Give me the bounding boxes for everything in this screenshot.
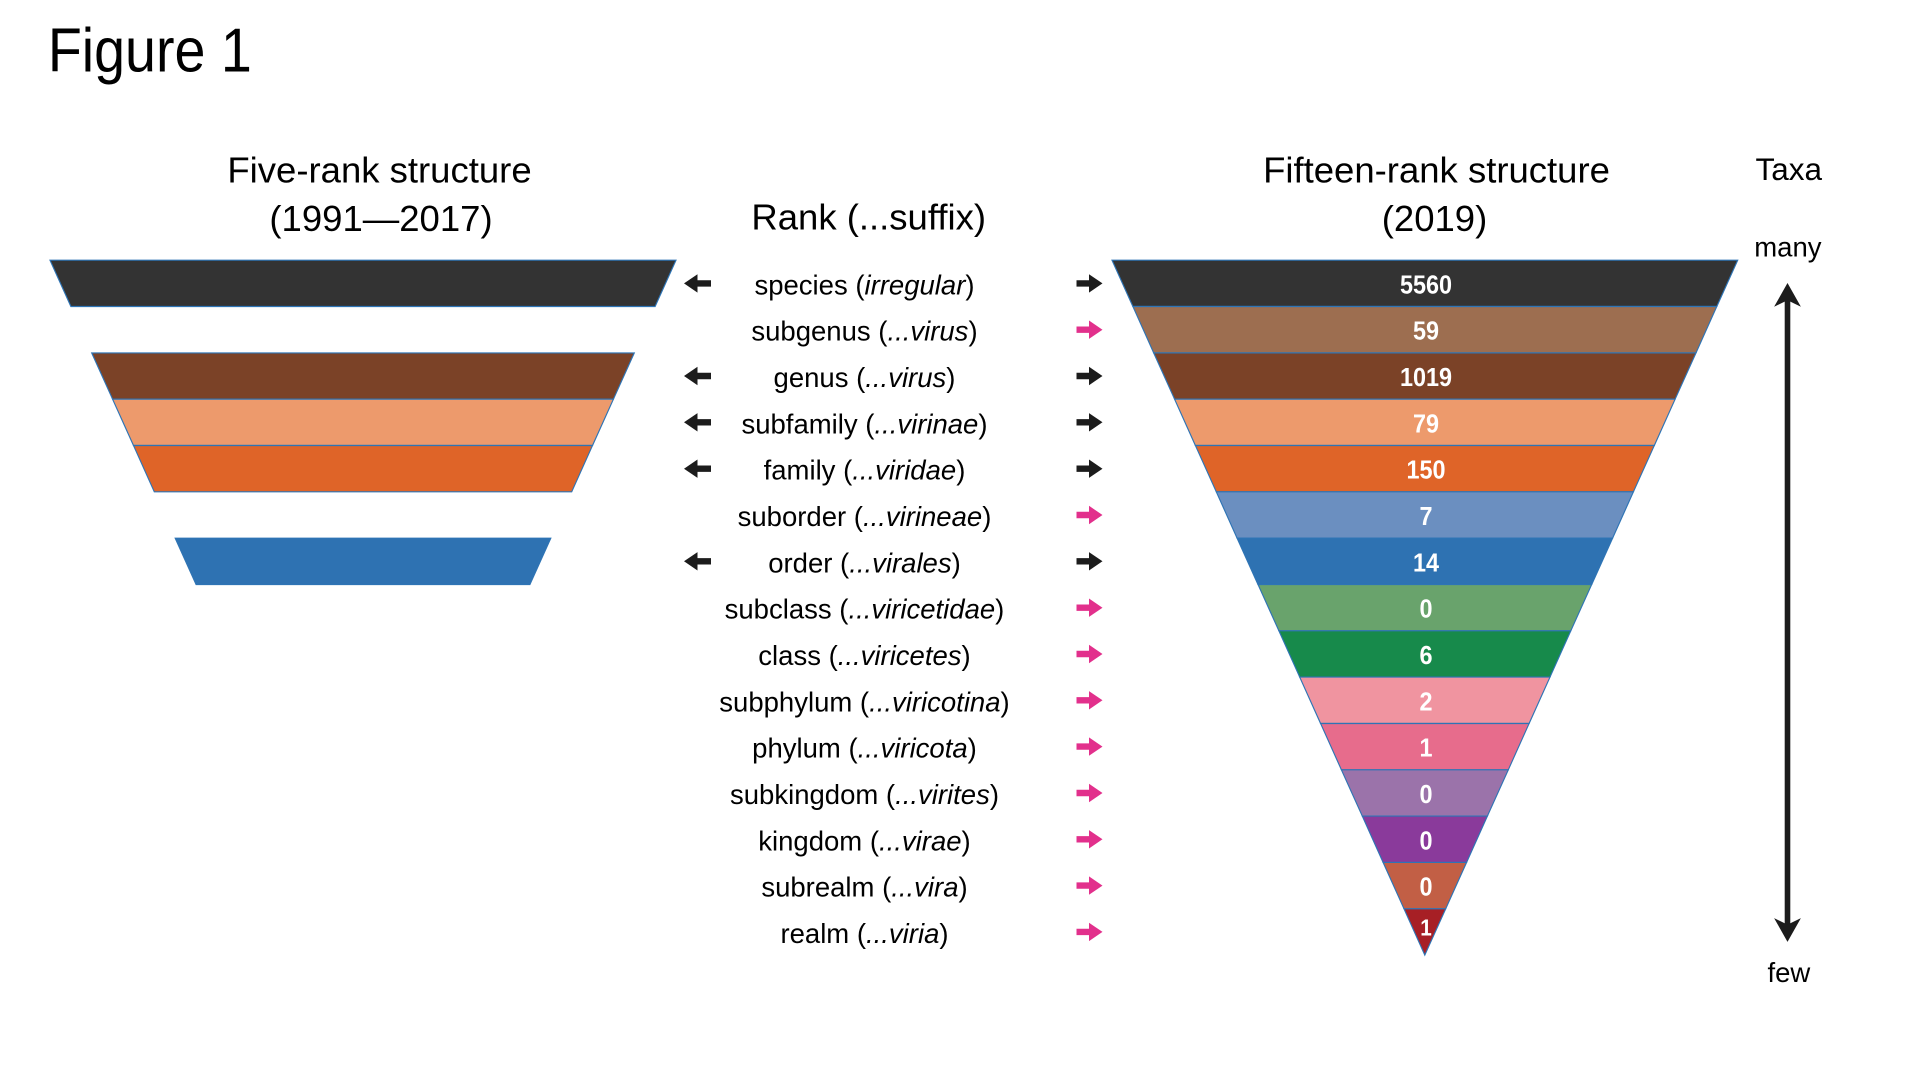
svg-text:5560: 5560	[1400, 271, 1452, 299]
svg-text:Taxa: Taxa	[1756, 151, 1823, 187]
svg-text:0: 0	[1419, 596, 1432, 624]
svg-text:few: few	[1768, 957, 1811, 988]
svg-text:subkingdom (...virites): subkingdom (...virites)	[730, 779, 999, 810]
svg-text:subphylum (...viricotina): subphylum (...viricotina)	[719, 686, 1009, 717]
svg-text:(2019): (2019)	[1382, 198, 1488, 239]
svg-text:Rank (...suffix): Rank (...suffix)	[751, 197, 986, 238]
svg-text:subclass (...viricetidae): subclass (...viricetidae)	[725, 594, 1005, 625]
svg-text:1: 1	[1420, 914, 1432, 940]
svg-text:many: many	[1754, 232, 1821, 263]
svg-text:family (...viridae): family (...viridae)	[764, 455, 966, 486]
svg-text:59: 59	[1413, 318, 1439, 346]
svg-text:Fifteen-rank structure: Fifteen-rank structure	[1263, 150, 1610, 191]
svg-text:kingdom (...virae): kingdom (...virae)	[758, 825, 970, 856]
svg-text:realm (...viria): realm (...viria)	[780, 918, 948, 949]
svg-text:2: 2	[1419, 688, 1432, 716]
svg-text:0: 0	[1419, 827, 1432, 855]
svg-text:Five-rank structure: Five-rank structure	[227, 150, 531, 191]
svg-text:(1991—2017): (1991—2017)	[269, 198, 492, 239]
svg-text:order (...virales): order (...virales)	[768, 547, 961, 578]
svg-text:7: 7	[1419, 503, 1432, 531]
svg-text:class (...viricetes): class (...viricetes)	[758, 640, 970, 671]
svg-text:suborder (...virineae): suborder (...virineae)	[738, 501, 992, 532]
svg-text:14: 14	[1413, 549, 1439, 577]
svg-text:150: 150	[1406, 457, 1445, 485]
svg-text:species (irregular): species (irregular)	[754, 269, 974, 300]
svg-text:subrealm (...vira): subrealm (...vira)	[761, 872, 967, 903]
svg-text:0: 0	[1419, 781, 1432, 809]
svg-text:subgenus (...virus): subgenus (...virus)	[751, 316, 977, 347]
svg-text:subfamily (...virinae): subfamily (...virinae)	[741, 408, 987, 439]
svg-text:1: 1	[1419, 735, 1432, 763]
svg-text:0: 0	[1419, 874, 1432, 902]
svg-text:1019: 1019	[1400, 364, 1452, 392]
svg-text:79: 79	[1413, 410, 1439, 438]
svg-text:genus (...virus): genus (...virus)	[774, 362, 956, 393]
svg-text:Figure 1: Figure 1	[48, 17, 252, 85]
svg-text:phylum (...viricota): phylum (...viricota)	[752, 733, 977, 764]
svg-text:6: 6	[1419, 642, 1432, 670]
